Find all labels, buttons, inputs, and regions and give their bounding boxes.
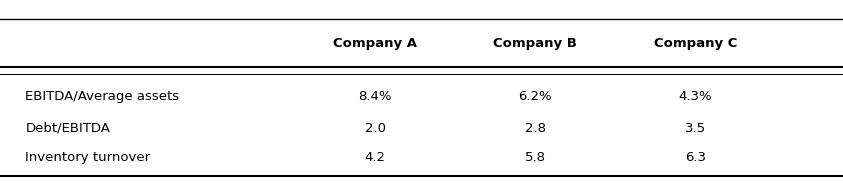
- Text: 2.0: 2.0: [365, 122, 385, 135]
- Text: 3.5: 3.5: [685, 122, 706, 135]
- Text: 4.2: 4.2: [365, 151, 385, 164]
- Text: 4.3%: 4.3%: [679, 90, 712, 104]
- Text: 6.3: 6.3: [685, 151, 706, 164]
- Text: EBITDA/Average assets: EBITDA/Average assets: [25, 90, 180, 104]
- Text: Debt/EBITDA: Debt/EBITDA: [25, 122, 110, 135]
- Text: Company B: Company B: [493, 37, 577, 51]
- Text: 2.8: 2.8: [525, 122, 545, 135]
- Text: 6.2%: 6.2%: [518, 90, 552, 104]
- Text: 5.8: 5.8: [525, 151, 545, 164]
- Text: 8.4%: 8.4%: [358, 90, 392, 104]
- Text: Company A: Company A: [333, 37, 417, 51]
- Text: Company C: Company C: [654, 37, 737, 51]
- Text: Inventory turnover: Inventory turnover: [25, 151, 150, 164]
